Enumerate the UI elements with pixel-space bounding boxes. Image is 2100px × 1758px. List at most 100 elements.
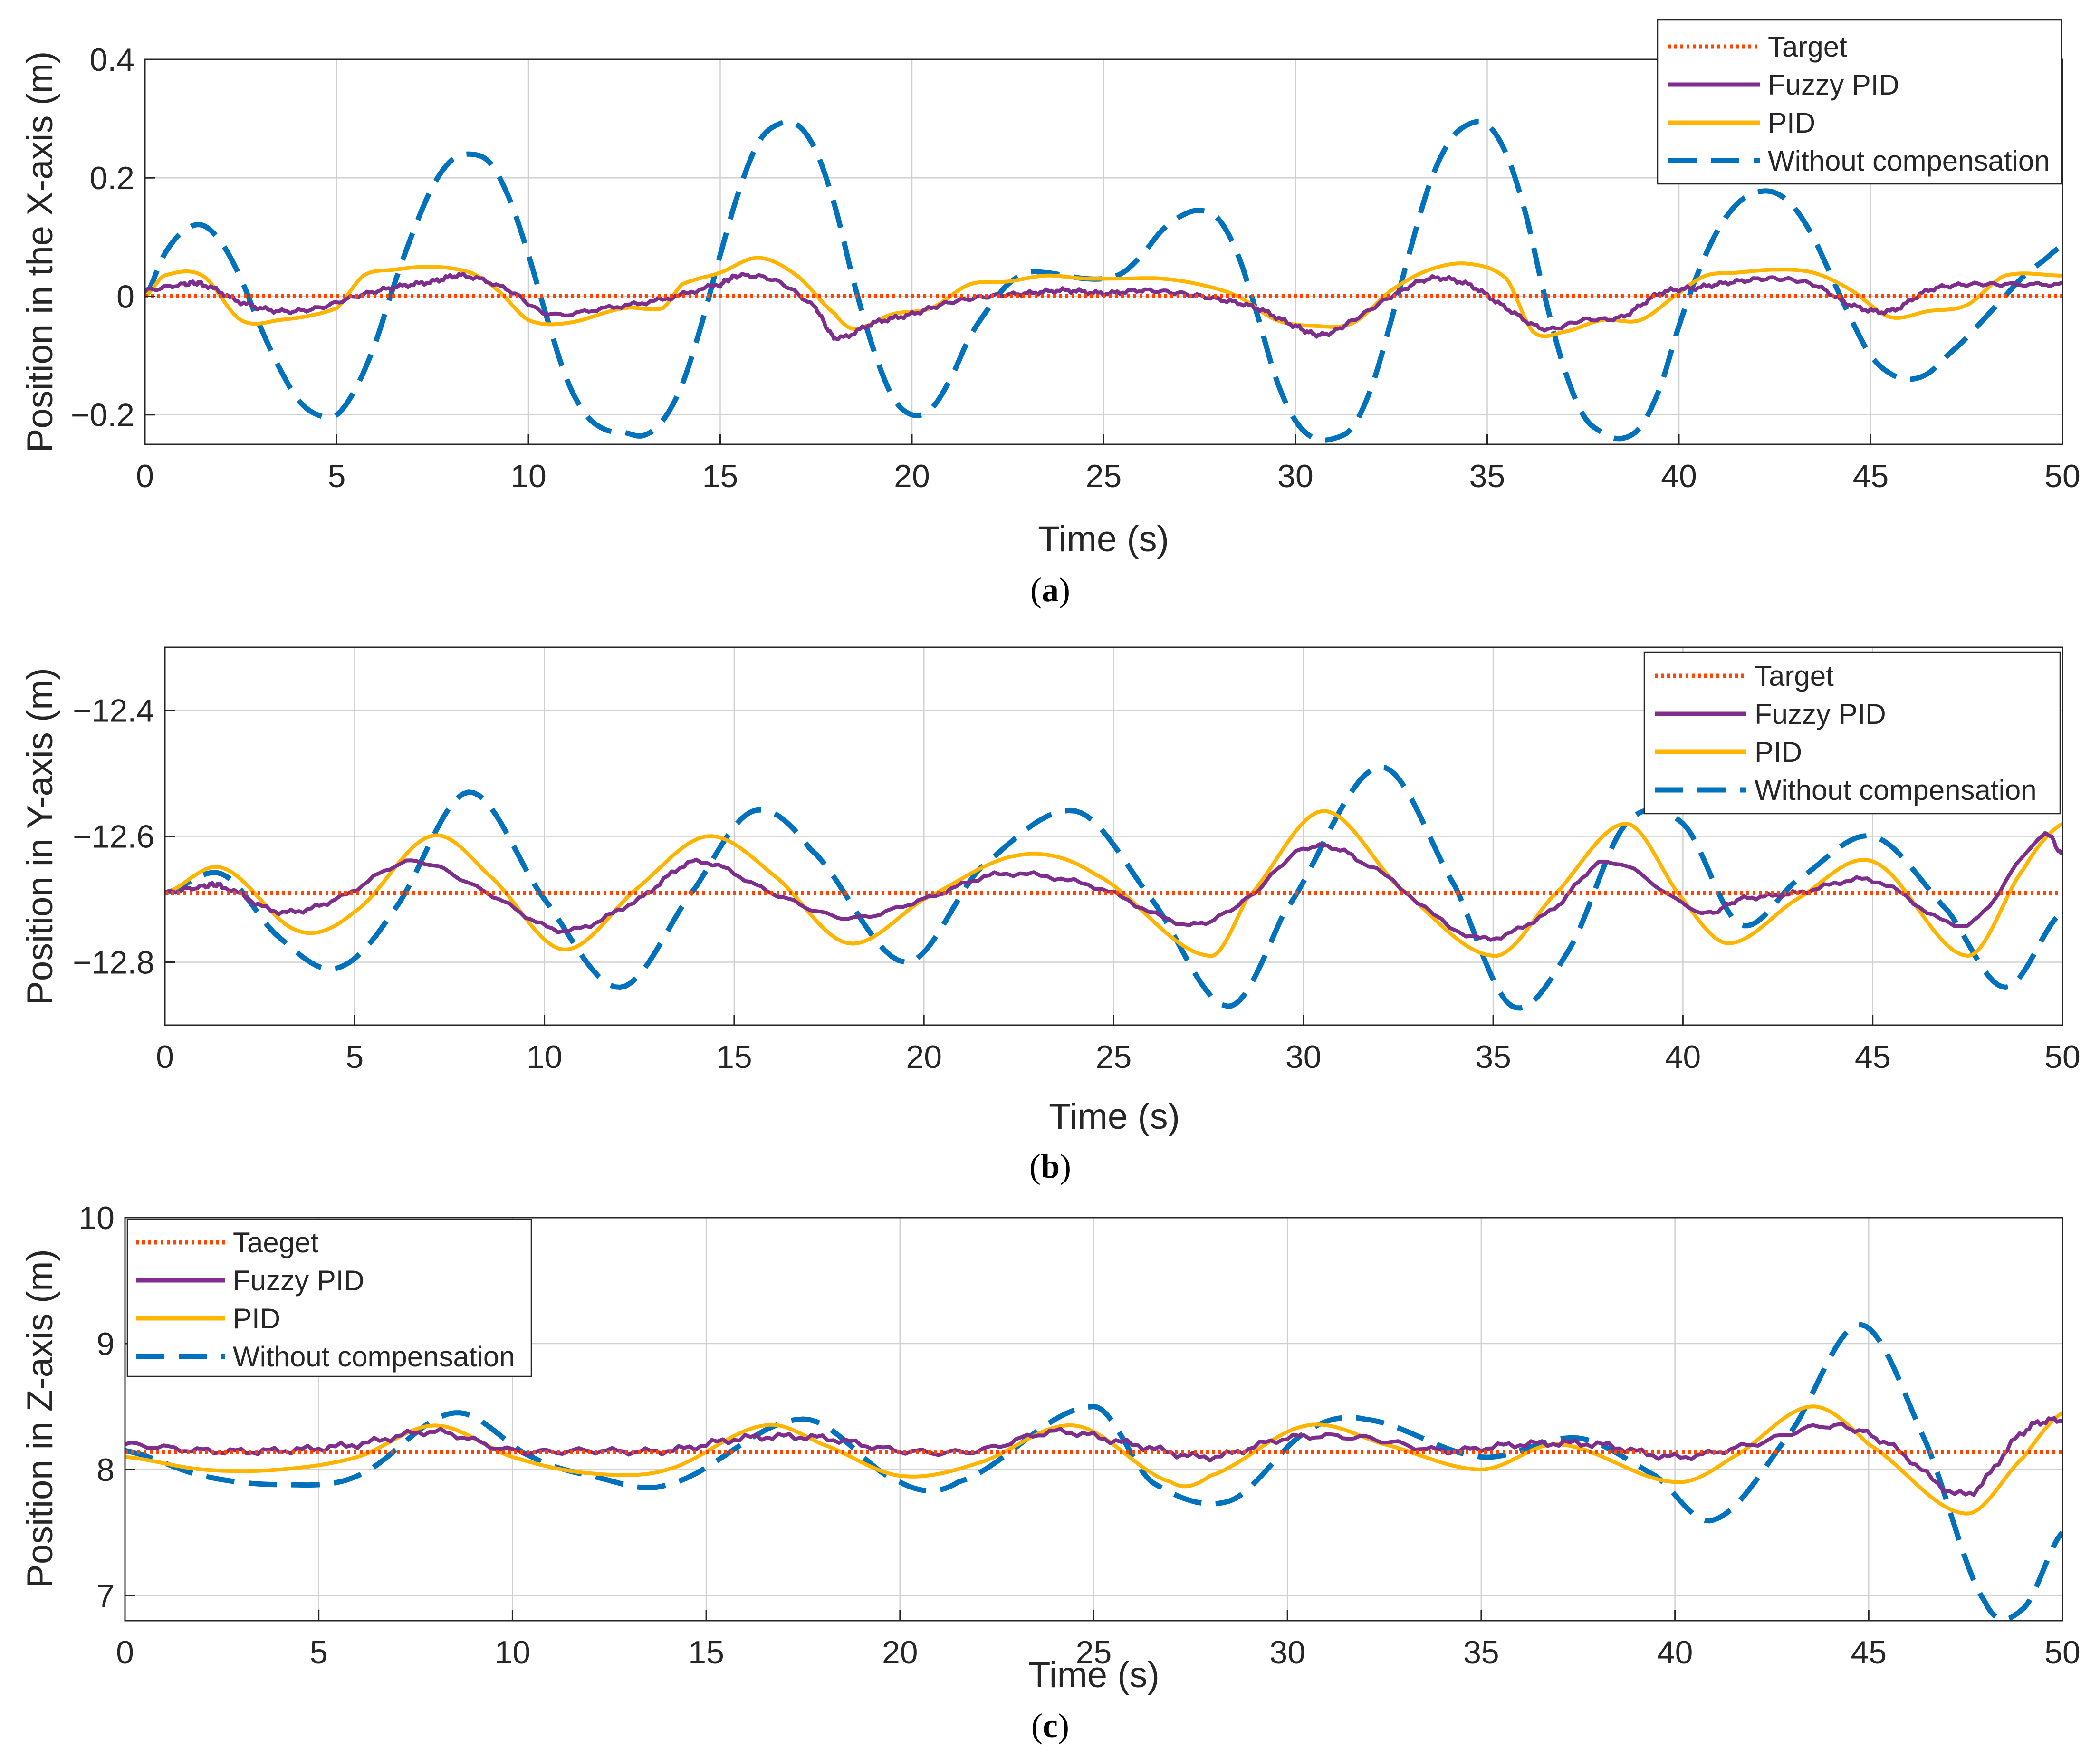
panel-c-legend: Taeget Fuzzy PID PID Without compensatio… (126, 1219, 532, 1377)
panel-a-xtick-label: 20 (894, 458, 930, 494)
panel-a-legend-label-target: Target (1768, 31, 1847, 63)
panel-b-series-without-compensation (165, 764, 2062, 1011)
panel-c-ytick-label: 10 (78, 1200, 115, 1236)
panel-b-xtick-label: 15 (716, 1039, 752, 1075)
panel-b-xtick-label: 20 (906, 1039, 942, 1075)
panel-a-xtick-label: 5 (328, 458, 346, 494)
panel-c-xtick-label: 20 (882, 1634, 918, 1671)
panel-a-series (145, 119, 2062, 443)
panel-b-caption: (b) (1029, 1147, 1071, 1185)
panel-a-xtick-label: 50 (2044, 458, 2081, 494)
panel-a-series-pid (145, 256, 2062, 338)
panel-c-legend-box (126, 1219, 532, 1377)
panel-b-xtick-label: 10 (527, 1039, 563, 1075)
panel-b-xtick-label: 5 (345, 1039, 364, 1075)
panel-c-legend-label-fuzzy: Fuzzy PID (233, 1265, 364, 1297)
panel-c-yticks: 7 8 9 10 (78, 1200, 135, 1614)
panel-b-xtick-label: 50 (2044, 1039, 2081, 1075)
panel-a-xlabel: Time (s) (1038, 519, 1169, 559)
panel-c-ytick-label: 8 (96, 1452, 115, 1488)
panel-c-xtick-label: 25 (1076, 1634, 1112, 1671)
panel-a-xtick-label: 30 (1277, 458, 1314, 494)
panel-c-caption-letter: c (1043, 1707, 1058, 1745)
panel-a-legend-label-without: Without compensation (1768, 145, 2050, 177)
panel-c-caption: (c) (1031, 1707, 1069, 1745)
panel-c-xtick-label: 10 (495, 1634, 531, 1671)
panel-c-xticks: 0 5 10 15 20 25 30 35 40 45 50 (116, 1610, 2081, 1671)
panel-c-series-fuzzy-pid (125, 1416, 2062, 1497)
panel-a-ytick-label: 0.2 (89, 160, 134, 196)
panel-c-xtick-label: 45 (1851, 1634, 1887, 1671)
panel-b-legend-box (1643, 651, 2061, 815)
panel-b-caption-letter: b (1041, 1147, 1060, 1185)
panel-c-xtick-label: 0 (116, 1634, 134, 1671)
panel-c-xtick-label: 15 (688, 1634, 724, 1671)
panel-b-xtick-label: 40 (1665, 1039, 1701, 1075)
panel-b-xticks: 0 5 10 15 20 25 30 35 40 45 50 (156, 1015, 2081, 1075)
panel-a-caption-letter: a (1042, 571, 1059, 609)
panel-a-xtick-label: 0 (136, 458, 154, 494)
panel-a-ylabel: Position in the X-axis (m) (20, 51, 60, 453)
panel-a-caption-close: ) (1059, 571, 1070, 609)
panel-c-legend-label-target: Taeget (233, 1227, 318, 1258)
panel-b-ytick-label: −12.4 (73, 693, 154, 729)
panel-c: 0 5 10 15 20 25 30 35 40 45 50 7 8 9 10 Time (s) Posi… (20, 1200, 2081, 1745)
panel-c-xtick-label: 5 (310, 1634, 328, 1671)
panel-b-xtick-label: 30 (1285, 1039, 1322, 1075)
panel-b-series-fuzzy-pid (165, 831, 2062, 942)
panel-c-caption-open: ( (1031, 1707, 1043, 1745)
panel-b-xtick-label: 25 (1096, 1039, 1132, 1075)
panel-b-legend-label-pid: PID (1755, 736, 1802, 768)
panel-b-xtick-label: 0 (156, 1039, 174, 1075)
panel-a-legend-label-fuzzy: Fuzzy PID (1768, 69, 1899, 101)
panel-b-caption-open: ( (1029, 1147, 1041, 1185)
panel-a-ytick-label: 0 (116, 279, 134, 315)
panel-b-ytick-label: −12.6 (73, 819, 154, 855)
panel-c-xtick-label: 30 (1269, 1634, 1305, 1671)
panel-a-yticks: −0.2 0 0.2 0.4 (71, 42, 155, 433)
panel-b-legend-label-fuzzy: Fuzzy PID (1755, 698, 1886, 730)
panel-c-xtick-label: 50 (2044, 1634, 2081, 1671)
panel-c-caption-close: ) (1058, 1707, 1069, 1745)
panel-a-caption-open: ( (1030, 571, 1042, 609)
panel-b-ylabel: Position in Y-axis (m) (20, 668, 60, 1005)
panel-c-xtick-label: 40 (1657, 1634, 1693, 1671)
panel-b-xtick-label: 45 (1855, 1039, 1891, 1075)
panel-c-legend-label-without: Without compensation (233, 1341, 515, 1373)
panel-b-xtick-label: 35 (1475, 1039, 1511, 1075)
panel-b-series (165, 764, 2062, 1011)
panel-b-series-pid (165, 809, 2062, 958)
panel-a-xtick-label: 10 (510, 458, 547, 494)
panel-a-ytick-label: −0.2 (71, 397, 134, 433)
panel-a-legend-label-pid: PID (1768, 107, 1815, 139)
panel-c-series (125, 1322, 2062, 1621)
panel-a-legend: Target Fuzzy PID PID Without compensatio… (1657, 19, 2062, 185)
panel-c-series-pid (125, 1404, 2062, 1516)
panel-c-series-without-compensation (125, 1322, 2062, 1621)
panel-a-series-without-compensation (145, 119, 2062, 443)
panel-a-xtick-label: 35 (1469, 458, 1505, 494)
panel-a-xtick-label: 45 (1853, 458, 1889, 494)
panel-b-legend-label-without: Without compensation (1755, 774, 2037, 806)
panel-a-xtick-label: 15 (702, 458, 738, 494)
panel-a-xticks: 0 5 10 15 20 25 30 35 40 45 50 (136, 434, 2081, 494)
panel-a-caption: (a) (1030, 571, 1070, 609)
panel-a-xtick-label: 25 (1086, 458, 1122, 494)
panel-c-ylabel: Position in Z-axis (m) (20, 1249, 60, 1588)
panel-a: 0 5 10 15 20 25 30 35 40 45 50 −0.200.20.4 Time (s… (20, 19, 2081, 609)
panel-b-xlabel: Time (s) (1049, 1096, 1180, 1137)
panel-b-caption-close: ) (1060, 1147, 1071, 1185)
panel-b-legend: Target Fuzzy PID PID Without compensatio… (1643, 651, 2061, 815)
panel-b-yticks: −12.8 −12.6 −12.4 (73, 693, 175, 981)
panel-c-xtick-label: 35 (1463, 1634, 1499, 1671)
panel-a-xtick-label: 40 (1661, 458, 1697, 494)
panel-c-xlabel: Time (s) (1028, 1655, 1160, 1695)
panel-c-ytick-label: 9 (96, 1326, 115, 1362)
panel-b-ytick-label: −12.8 (73, 945, 154, 981)
panel-a-ytick-label: 0.4 (89, 42, 134, 78)
panel-c-ytick-label: 7 (96, 1578, 115, 1614)
panel-b-legend-label-target: Target (1755, 660, 1834, 692)
panel-b: 0 5 10 15 20 25 30 35 40 45 50 −12.8 −12.6 −12.4 Tim… (20, 646, 2081, 1185)
panel-c-legend-label-pid: PID (233, 1303, 280, 1335)
